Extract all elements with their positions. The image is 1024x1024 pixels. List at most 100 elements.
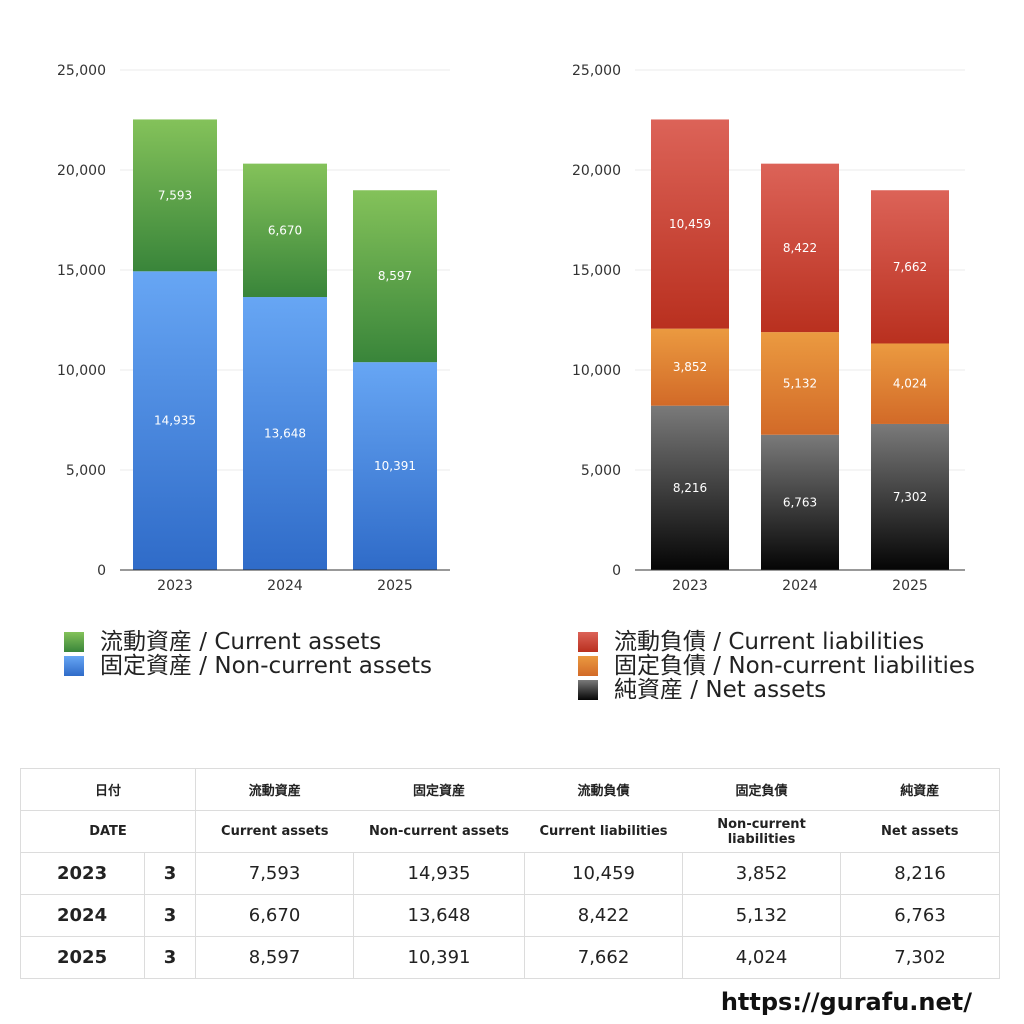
- y-tick-label: 0: [612, 563, 621, 579]
- row-month: 3: [143, 936, 197, 979]
- legend-label-net-assets: 純資産 / Net assets: [614, 677, 827, 703]
- legend-label-non-current-liabilities: 固定負債 / Non-current liabilities: [614, 653, 975, 679]
- data-label: 8,422: [783, 241, 817, 255]
- liabilities-chart: 0 5,000 10,000 15,000 20,000 25,000 8,216 3,852…: [572, 63, 965, 594]
- y-tick-label: 20,000: [57, 163, 106, 179]
- data-label: 8,597: [378, 269, 412, 283]
- data-label: 13,648: [264, 427, 306, 441]
- y-tick-label: 25,000: [57, 63, 106, 79]
- site-url-link[interactable]: https://gurafu.net/: [720, 988, 972, 1016]
- cell-current-assets: 8,597: [195, 936, 355, 979]
- header-current-liabilities-en: Current liabilities: [524, 810, 683, 853]
- y-tick-label: 5,000: [66, 463, 106, 479]
- cell-current-assets: 7,593: [195, 852, 355, 895]
- table-row: 2025 3 8,597 10,391 7,662 4,024 7,302: [20, 936, 1001, 979]
- bar-non-current-liabilities-2023: [651, 328, 729, 406]
- y-tick-label: 10,000: [57, 363, 106, 379]
- bar-current-liabilities-2025: [871, 190, 949, 344]
- cell-non-current-liabilities: 3,852: [682, 852, 842, 895]
- y-tick-label: 10,000: [572, 363, 621, 379]
- assets-chart: 0 5,000 10,000 15,000 20,000 25,000 14,935 7,59…: [57, 63, 450, 594]
- table-row: 2024 3 6,670 13,648 8,422 5,132 6,763: [20, 894, 1001, 937]
- data-label: 7,302: [893, 490, 927, 504]
- legend-swatch-current-assets: [64, 632, 84, 652]
- y-tick-label: 5,000: [581, 463, 621, 479]
- cell-non-current-assets: 13,648: [353, 894, 526, 937]
- bar-non-current-assets-2024: [243, 297, 327, 570]
- header-current-liabilities-jp: 流動負債: [524, 768, 683, 811]
- cell-current-liabilities: 10,459: [524, 852, 684, 895]
- header-non-current-assets-jp: 固定資産: [353, 768, 525, 811]
- bar-current-assets-2025: [353, 190, 437, 363]
- table-header-en: DATE Current assets Non-current assets C…: [19, 810, 1001, 853]
- header-current-assets-en: Current assets: [195, 810, 354, 853]
- cell-net-assets: 8,216: [840, 852, 1001, 895]
- header-current-assets-jp: 流動資産: [195, 768, 354, 811]
- cell-non-current-liabilities: 5,132: [682, 894, 842, 937]
- cell-net-assets: 7,302: [840, 936, 1001, 979]
- bar-net-assets-2024: [761, 434, 839, 570]
- row-year: 2023: [20, 852, 145, 895]
- data-label: 6,670: [268, 223, 302, 237]
- header-date-jp: 日付: [19, 768, 197, 811]
- cell-current-liabilities: 7,662: [524, 936, 684, 979]
- legend-item-current-assets: 流動資産 / Current assets: [64, 630, 432, 654]
- row-year: 2025: [20, 936, 145, 979]
- legend-assets: 流動資産 / Current assets 固定資産 / Non-current…: [64, 630, 432, 678]
- bar-current-assets-2023: [133, 119, 217, 272]
- header-date-en: DATE: [19, 810, 197, 853]
- data-label: 6,763: [783, 495, 817, 509]
- legend-swatch-non-current-liabilities: [578, 656, 598, 676]
- cell-non-current-assets: 10,391: [353, 936, 526, 979]
- header-non-current-assets-en: Non-current assets: [353, 810, 525, 853]
- bar-net-assets-2025: [871, 423, 949, 570]
- y-tick-label: 0: [97, 563, 106, 579]
- data-label: 3,852: [673, 360, 707, 374]
- legend-item-non-current-assets: 固定資産 / Non-current assets: [64, 654, 432, 678]
- header-non-current-liabilities-en: Non-current liabilities: [682, 810, 841, 853]
- legend-item-current-liabilities: 流動負債 / Current liabilities: [578, 630, 975, 654]
- data-label: 7,593: [158, 188, 192, 202]
- x-tick-label: 2025: [892, 578, 928, 594]
- cell-non-current-assets: 14,935: [353, 852, 526, 895]
- bar-net-assets-2023: [651, 405, 729, 570]
- data-label: 10,459: [669, 217, 711, 231]
- y-tick-label: 25,000: [572, 63, 621, 79]
- bar-non-current-assets-2025: [353, 362, 437, 570]
- legend-label-current-liabilities: 流動負債 / Current liabilities: [614, 629, 925, 655]
- header-non-current-liabilities-jp: 固定負債: [682, 768, 841, 811]
- charts-canvas: 0 5,000 10,000 15,000 20,000 25,000 14,935 7,59…: [57, 63, 965, 594]
- bar-current-assets-2024: [243, 163, 327, 298]
- legend-item-net-assets: 純資産 / Net assets: [578, 678, 975, 702]
- legend-item-non-current-liabilities: 固定負債 / Non-current liabilities: [578, 654, 975, 678]
- legend-liabilities: 流動負債 / Current liabilities 固定負債 / Non-cu…: [578, 630, 975, 702]
- x-tick-label: 2024: [782, 578, 818, 594]
- data-label: 7,662: [893, 260, 927, 274]
- bar-non-current-liabilities-2024: [761, 332, 839, 435]
- x-tick-label: 2025: [377, 578, 413, 594]
- header-net-assets-jp: 純資産: [840, 768, 1001, 811]
- legend-swatch-net-assets: [578, 680, 598, 700]
- cell-net-assets: 6,763: [840, 894, 1001, 937]
- legend-swatch-non-current-assets: [64, 656, 84, 676]
- y-tick-label: 15,000: [572, 263, 621, 279]
- data-label: 14,935: [154, 414, 196, 428]
- row-month: 3: [143, 894, 197, 937]
- row-year: 2024: [20, 894, 145, 937]
- cell-non-current-liabilities: 4,024: [682, 936, 842, 979]
- bar-current-liabilities-2023: [651, 119, 729, 329]
- header-net-assets-en: Net assets: [840, 810, 1001, 853]
- data-table: 日付 流動資産 固定資産 流動負債 固定負債 純資産 DATE Current …: [19, 768, 1001, 979]
- data-label: 5,132: [783, 376, 817, 390]
- row-month: 3: [143, 852, 197, 895]
- legend-label-non-current-assets: 固定資産 / Non-current assets: [100, 653, 433, 679]
- x-tick-label: 2023: [157, 578, 193, 594]
- table-header-jp: 日付 流動資産 固定資産 流動負債 固定負債 純資産: [19, 768, 1001, 811]
- table-row: 2023 3 7,593 14,935 10,459 3,852 8,216: [20, 852, 1001, 895]
- legend-label-current-assets: 流動資産 / Current assets: [100, 629, 382, 655]
- cell-current-assets: 6,670: [195, 894, 355, 937]
- bar-non-current-liabilities-2025: [871, 343, 949, 424]
- cell-current-liabilities: 8,422: [524, 894, 684, 937]
- legend-swatch-current-liabilities: [578, 632, 598, 652]
- data-label: 4,024: [893, 377, 927, 391]
